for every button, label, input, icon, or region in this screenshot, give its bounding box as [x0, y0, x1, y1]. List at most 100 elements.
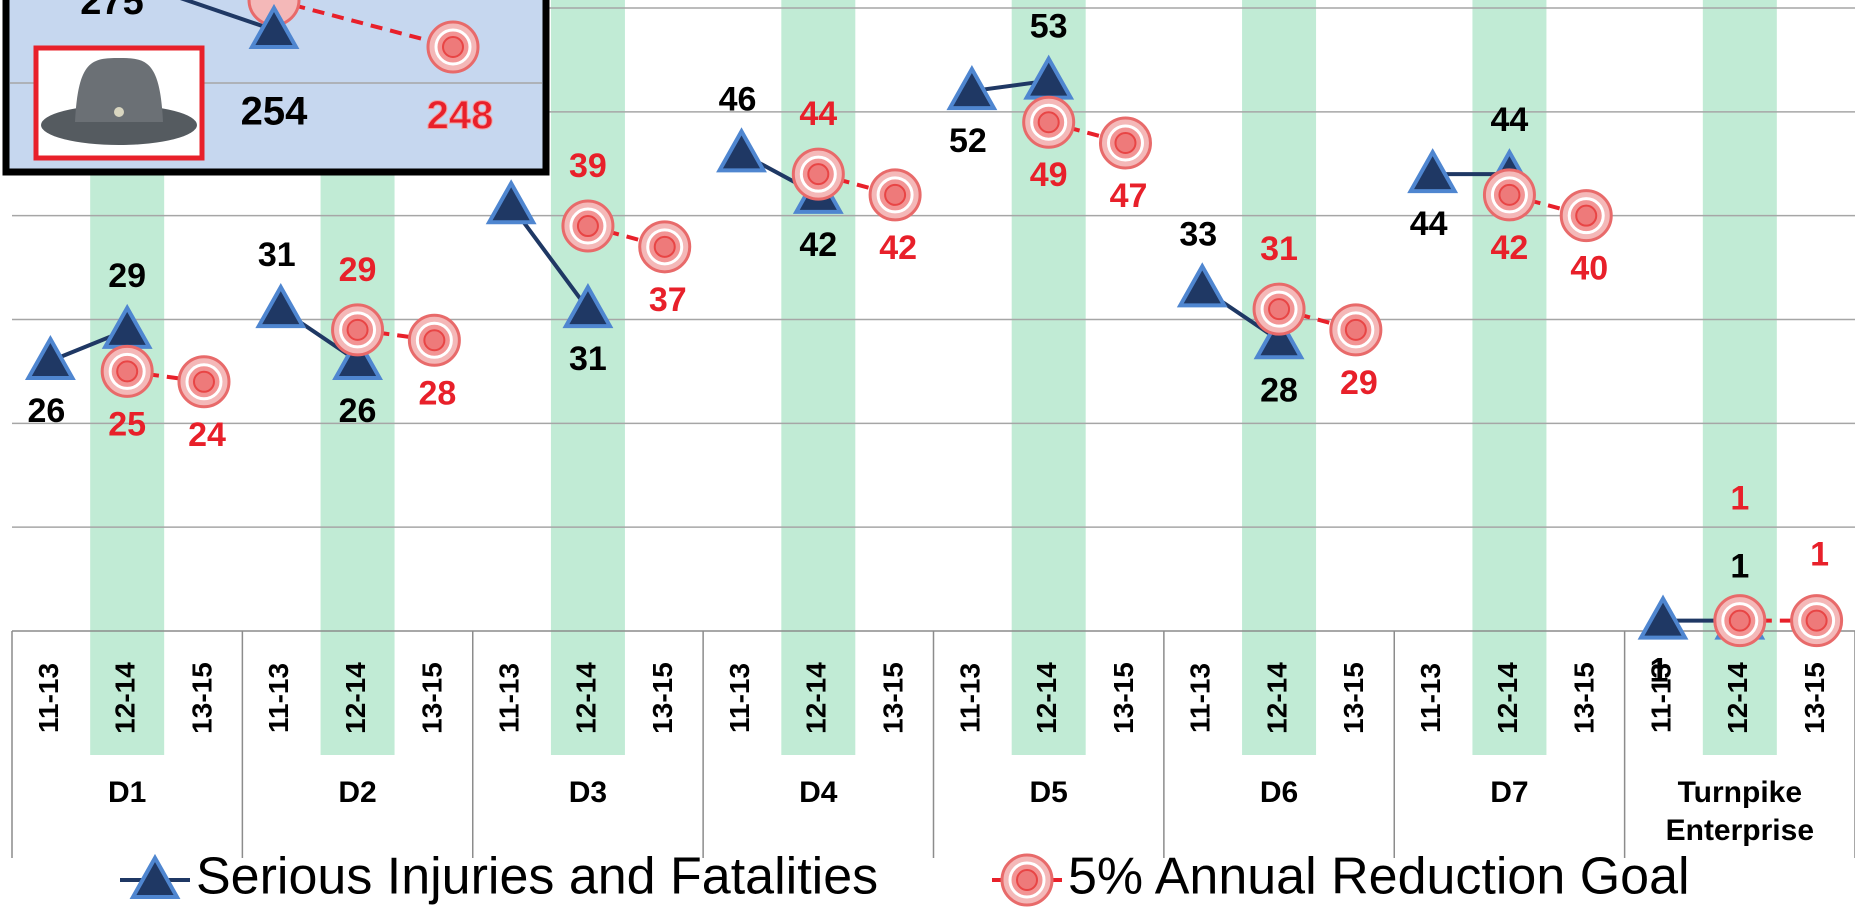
data-label: 39 [569, 147, 607, 185]
x-tick-label: 13-15 [1569, 662, 1600, 734]
inset-label: 275 [80, 0, 143, 23]
goal-marker [561, 199, 615, 253]
legend-marker [1000, 853, 1054, 907]
series-marker [485, 179, 537, 225]
goal-marker [868, 168, 922, 222]
highlight-band [781, 0, 856, 755]
goal-ring [1728, 609, 1751, 632]
series-marker [562, 283, 614, 329]
x-tick-label: 12-14 [1261, 662, 1292, 734]
x-tick-label: 13-15 [1108, 662, 1139, 734]
data-label: 53 [1030, 8, 1068, 46]
data-label: 40 [1570, 250, 1608, 288]
series-marker [1253, 314, 1305, 360]
inset-line [179, 0, 275, 32]
group-label: D5 [1029, 776, 1068, 809]
x-tick-label: 12-14 [801, 662, 832, 734]
x-tick-label: 11-13 [1645, 663, 1676, 733]
legend-marker [129, 853, 181, 899]
highlight-band [1242, 0, 1317, 755]
series-marker [946, 64, 998, 111]
x-tick-label: 12-14 [1031, 662, 1062, 734]
x-tick-label: 12-14 [570, 662, 601, 734]
data-label: 42 [1491, 229, 1529, 267]
goal-marker [1559, 189, 1613, 243]
goal-ring [442, 35, 464, 58]
goal-ring [807, 163, 830, 186]
goal-ring [1344, 318, 1367, 341]
hat-badge [114, 107, 124, 117]
data-label: 1 [1810, 536, 1829, 574]
inset-goal-marker [426, 20, 480, 74]
data-label: 1 [1650, 652, 1669, 690]
data-label: 44 [1491, 101, 1529, 139]
x-tick-label: 11-13 [494, 663, 525, 733]
data-label: 1 [1730, 480, 1749, 518]
x-tick-label: 11-13 [1185, 663, 1216, 733]
series-marker [255, 283, 307, 329]
goal-marker [177, 355, 231, 409]
series-marker [1176, 262, 1228, 308]
series-marker [24, 334, 76, 381]
goal-ring [1016, 869, 1038, 891]
series-marker [1407, 148, 1459, 194]
data-label: 31 [1260, 230, 1298, 268]
group-label: D7 [1490, 776, 1529, 809]
goal-ring [1114, 131, 1137, 154]
goal-marker [407, 313, 461, 367]
legend-label: 5% Annual Reduction Goal [1068, 848, 1690, 906]
data-label: 44 [1410, 205, 1448, 243]
data-label: 31 [569, 340, 607, 378]
series-marker [332, 334, 383, 381]
goal-ring [116, 360, 139, 383]
x-tick-label: 12-14 [1492, 662, 1523, 734]
goal-marker [1252, 282, 1306, 336]
goal-ring [192, 370, 215, 393]
goal-marker [1713, 594, 1767, 648]
series-marker [1637, 594, 1689, 640]
goal-marker [1482, 168, 1536, 222]
data-label: 49 [1030, 156, 1068, 194]
legend-label: Serious Injuries and Fatalities [196, 848, 878, 906]
data-label: 29 [1340, 364, 1378, 402]
highlight-band [550, 0, 625, 755]
inset-label: 254 [241, 90, 308, 134]
group-label: D6 [1259, 776, 1299, 809]
goal-marker [100, 344, 154, 398]
data-label: 26 [27, 392, 65, 430]
x-tick-label: 11-13 [954, 663, 985, 733]
x-tick-label: 13-15 [647, 662, 678, 734]
goal-ring [346, 318, 369, 341]
data-label: 42 [879, 229, 917, 267]
inset-label: 248 [427, 94, 494, 138]
x-tick-label: 13-15 [1799, 662, 1830, 734]
group-label: D4 [799, 776, 838, 809]
goal-ring [1268, 298, 1291, 321]
goal-ring [1037, 111, 1060, 134]
x-tick-label: 13-15 [186, 662, 217, 734]
data-label: 24 [188, 416, 226, 454]
x-tick-label: 11-13 [1415, 663, 1446, 733]
data-label: 29 [108, 257, 146, 295]
data-label: 47 [1110, 177, 1148, 215]
series-line [49, 78, 1740, 623]
goal-ring [1805, 609, 1828, 632]
x-tick-label: 12-14 [110, 662, 141, 734]
group-label: D2 [338, 776, 377, 809]
inset: 275 254 248 [2, 0, 550, 176]
data-label: 37 [649, 281, 687, 319]
data-label: 29 [339, 251, 377, 289]
group-label: Turnpike Enterprise [1665, 776, 1814, 847]
x-tick-label: 12-14 [340, 662, 371, 734]
x-tick-label: 11-13 [33, 663, 64, 733]
goal-marker [1329, 303, 1383, 357]
group-label: D3 [568, 776, 608, 809]
goal-ring [1575, 204, 1598, 227]
data-label: 25 [108, 405, 146, 443]
goal-marker [331, 303, 385, 357]
data-label: 28 [1260, 371, 1298, 409]
goal-ring [1498, 183, 1521, 206]
x-tick-label: 13-15 [1338, 662, 1369, 734]
data-label: 26 [339, 392, 377, 430]
